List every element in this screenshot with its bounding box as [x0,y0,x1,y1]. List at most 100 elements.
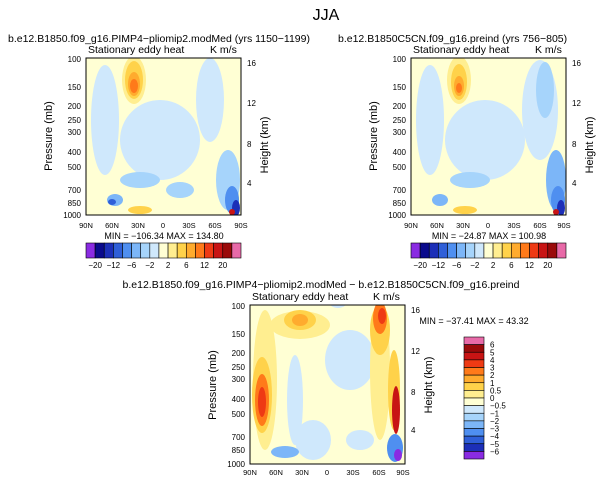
pressure-tick-200: 200 [393,102,407,111]
colorbar-swatch [113,242,123,259]
lat-tick-60s: 60S [533,221,546,230]
panel-2-ylabel-right: Height (km) [584,117,596,174]
panel-3-contour-field [250,305,405,464]
colorbar-label: −6 [490,447,500,456]
colorbar-swatch [463,359,485,368]
colorbar-swatch [463,390,485,399]
colorbar-swatch [158,242,169,259]
colorbar-label: 3 [490,364,495,373]
colorbar-label: 6 [509,261,514,270]
colorbar-swatch [131,242,142,259]
panel-3-min-max: MIN = −37.41 MAX = 43.32 [419,316,528,326]
height-tick-8: 8 [247,140,252,149]
lat-tick-60n: 60N [430,221,444,230]
colorbar-swatch [510,242,521,259]
height-tick-8: 8 [411,388,416,397]
pressure-tick-700: 700 [393,186,407,195]
colorbar-swatch [463,344,485,353]
panel-3-units: K m/s [373,291,400,303]
panel-2-var-title: Stationary eddy heat [413,44,509,56]
lat-tick-60n: 60N [105,221,119,230]
colorbar-swatch [149,242,160,259]
colorbar-swatch [474,242,485,259]
height-tick-4: 4 [247,179,252,188]
panel-1-pressure-ticks: 100 150 200 250 300 400 500 700 850 1000 [63,55,81,220]
colorbar-label: −12 [432,261,446,270]
height-tick-16: 16 [247,59,256,68]
colorbar-label: 2 [491,261,496,270]
colorbar-swatch [122,242,132,259]
panel-1-height-ticks: 16 12 8 4 [247,59,256,188]
panel-3-case-title: b.e12.B1850.f09_g16.PIMP4−pliomip2.modMe… [123,279,520,291]
colorbar-right: −20 −12 −6 −2 2 6 12 20 [410,242,567,270]
panel-2-lat-ticks: 90N 60N 30N 0 30S 60S 90S [404,221,571,230]
lat-tick-0: 0 [325,468,329,477]
panel-2: b.e12.B1850C5CN.f09_g16.preind (yrs 756−… [338,33,596,241]
pressure-tick-100: 100 [68,55,82,64]
pressure-tick-250: 250 [393,116,407,125]
panel-3-height-ticks: 16 12 8 4 [411,306,420,435]
pressure-tick-1000: 1000 [388,211,406,220]
colorbar-swatch [520,242,530,259]
pressure-tick-250: 250 [68,116,82,125]
colorbar-swatch [463,397,485,406]
colorbar-label: 6 [490,341,495,350]
pressure-tick-500: 500 [68,163,82,172]
colorbar-label: 1 [490,379,495,388]
colorbar-swatch [195,242,205,259]
height-tick-16: 16 [572,59,581,68]
pressure-tick-150: 150 [68,83,82,92]
lat-tick-90n: 90N [243,468,257,477]
panel-2-contour-field [411,58,566,215]
lat-tick-60n: 60N [269,468,283,477]
colorbar-swatch [456,242,467,259]
height-tick-8: 8 [572,140,577,149]
colorbar-swatch [176,242,187,259]
pressure-tick-400: 400 [68,148,82,157]
lat-tick-90s: 90S [234,221,247,230]
colorbar-label: 0 [490,394,495,403]
panel-3-frame [249,304,406,465]
panel-3-ylabel-right: Height (km) [423,357,435,414]
pressure-tick-200: 200 [68,102,82,111]
pressure-tick-850: 850 [68,199,82,208]
colorbar-swatch [185,242,196,259]
lat-tick-0: 0 [486,221,490,230]
colorbar-swatch [463,367,485,376]
lat-tick-30s: 30S [507,221,520,230]
lat-tick-30n: 30N [295,468,309,477]
pressure-tick-850: 850 [393,199,407,208]
colorbar-swatch [103,242,114,259]
panel-2-pressure-ticks: 100 150 200 250 300 400 500 700 850 1000 [388,55,406,220]
colorbar-swatch [419,242,430,259]
height-tick-12: 12 [572,99,581,108]
colorbar-swatch [85,242,96,259]
lat-tick-90n: 90N [79,221,93,230]
pressure-tick-500: 500 [232,410,246,419]
panel-1-var-title: Stationary eddy heat [88,44,184,56]
pressure-tick-850: 850 [232,446,246,455]
panel-2-frame [410,57,567,216]
height-tick-4: 4 [411,426,416,435]
colorbar-swatch [463,428,485,437]
height-tick-4: 4 [572,179,577,188]
pressure-tick-250: 250 [232,363,246,372]
colorbar-swatch [463,435,485,445]
colorbar-swatch [438,242,448,259]
panel-1-lat-ticks: 90N 60N 30N 0 30S 60S 90S [79,221,248,230]
colorbar-label: 5 [490,348,495,357]
lat-tick-30n: 30N [456,221,470,230]
lat-tick-60s: 60S [208,221,221,230]
panel-3-var-title: Stationary eddy heat [252,291,348,303]
colorbar-swatch [538,242,549,259]
colorbar-label: −12 [107,261,121,270]
colorbar-label: 20 [543,261,552,270]
colorbar-label: 2 [490,371,495,380]
colorbar-swatch [463,420,485,429]
colorbar-label: −6 [452,261,462,270]
colorbar-label: −6 [127,261,137,270]
pressure-tick-300: 300 [393,128,407,137]
colorbar-left: −20 −12 −6 −2 2 6 12 20 [85,242,242,270]
colorbar-swatch [463,374,485,384]
